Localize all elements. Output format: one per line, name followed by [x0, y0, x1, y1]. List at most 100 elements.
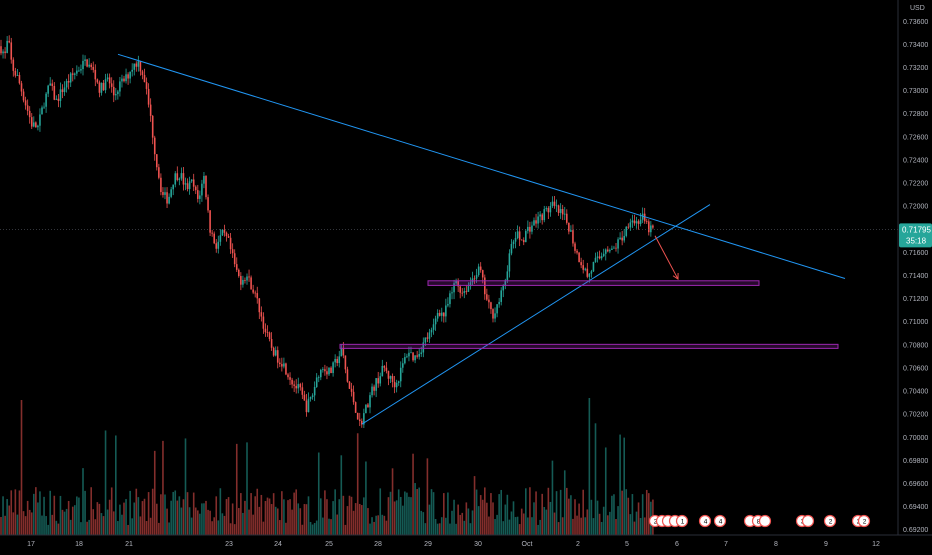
event-markers[interactable]: 214483222	[648, 514, 871, 528]
volume-bar	[494, 519, 496, 535]
price-tick-label[interactable]: 0.72800	[903, 111, 928, 118]
candle-body	[283, 363, 285, 367]
arrow-shaft[interactable]	[654, 235, 679, 280]
candle-body	[504, 280, 507, 286]
volume-bar	[637, 502, 640, 535]
candle-body	[631, 220, 634, 223]
candle-body	[637, 221, 640, 224]
volume-bar	[346, 506, 349, 535]
time-tick-label[interactable]: 8	[774, 541, 778, 548]
economic-event-marker[interactable]	[801, 514, 815, 528]
price-tick-label[interactable]: 0.72200	[903, 181, 928, 188]
time-tick-label[interactable]: 12	[872, 541, 880, 548]
volume-bar	[96, 502, 99, 535]
economic-event-marker[interactable]	[857, 514, 871, 528]
time-tick-label[interactable]: 7	[724, 541, 728, 548]
candle-body	[436, 312, 439, 319]
price-tick-label[interactable]: 0.73000	[903, 88, 928, 95]
price-tick-label[interactable]: 0.72400	[903, 157, 928, 164]
volume-bar	[328, 518, 330, 535]
volume-bar	[135, 488, 138, 535]
volume-bar	[420, 510, 423, 535]
volume-bar	[211, 521, 213, 535]
support-zone[interactable]	[427, 280, 760, 286]
volume-bar	[445, 517, 447, 535]
price-tick-label[interactable]: 0.73200	[903, 65, 928, 72]
drawings[interactable]	[117, 53, 846, 425]
candle-body	[297, 384, 300, 389]
price-tick-label[interactable]: 0.69400	[903, 504, 928, 511]
price-tick-label[interactable]: 0.69800	[903, 458, 928, 465]
candle-body	[428, 332, 431, 339]
price-tick-label[interactable]: 0.71000	[903, 319, 928, 326]
candle-body	[531, 225, 533, 232]
candle-body	[141, 71, 144, 75]
price-tick-label[interactable]: 0.72600	[903, 134, 928, 141]
time-tick-label[interactable]: 30	[474, 541, 482, 548]
volume-bar	[26, 500, 29, 535]
volume-bar	[67, 500, 70, 535]
time-axis-ticks[interactable]: 17 18 21 23 24 25 28 29 30 Oct 2 5 6 7 8 9 12	[27, 541, 880, 548]
volume-bar	[297, 503, 300, 535]
price-tick-label[interactable]: 0.70600	[903, 365, 928, 372]
candle-body	[615, 247, 617, 249]
price-tick-label[interactable]: 0.73400	[903, 42, 928, 49]
time-tick-label[interactable]: 9	[824, 541, 828, 548]
economic-event-marker[interactable]	[698, 514, 712, 528]
price-tick-label[interactable]: 0.72000	[903, 204, 928, 211]
candle-body	[322, 369, 324, 371]
volume-bar	[69, 519, 72, 535]
economic-event-marker[interactable]	[713, 514, 727, 528]
time-tick-label[interactable]: 17	[27, 541, 35, 548]
arrow-head[interactable]	[672, 273, 679, 280]
time-tick-label[interactable]: 5	[625, 541, 629, 548]
candle-body	[143, 74, 146, 83]
time-tick-label[interactable]: Oct	[522, 541, 533, 548]
price-tick-label[interactable]: 0.73600	[903, 19, 928, 26]
candle-body	[520, 239, 523, 241]
candle-body	[340, 347, 343, 357]
candle-body	[199, 195, 201, 199]
trendline[interactable]	[361, 204, 711, 425]
volume-bar	[289, 499, 291, 535]
candle-body	[381, 365, 384, 377]
price-tick-label[interactable]: 0.70800	[903, 342, 928, 349]
candle-body	[18, 75, 21, 84]
time-tick-label[interactable]: 2	[576, 541, 580, 548]
candle-body	[598, 256, 601, 259]
volume-bar	[367, 508, 369, 535]
time-tick-label[interactable]: 21	[125, 541, 133, 548]
time-tick-label[interactable]: 25	[325, 541, 333, 548]
time-tick-label[interactable]: 6	[675, 541, 679, 548]
candle-body	[174, 173, 177, 185]
candle-body	[22, 91, 25, 101]
price-tick-label[interactable]: 0.70000	[903, 435, 928, 442]
candle-body	[578, 252, 580, 263]
economic-event-marker[interactable]	[758, 514, 772, 528]
time-tick-label[interactable]: 18	[75, 541, 83, 548]
volume-bar	[125, 499, 127, 535]
price-tick-label[interactable]: 0.71200	[903, 296, 928, 303]
price-tick-label[interactable]: 0.71600	[903, 250, 928, 257]
price-tick-label[interactable]: 0.69200	[903, 527, 928, 534]
price-tick-label[interactable]: 0.69600	[903, 481, 928, 488]
volume-bar	[63, 511, 66, 535]
economic-event-marker[interactable]	[823, 514, 837, 528]
economic-event-marker[interactable]	[675, 514, 689, 528]
price-tick-label[interactable]: 0.71400	[903, 273, 928, 280]
time-tick-label[interactable]: 24	[274, 541, 282, 548]
volume-bar	[369, 523, 371, 535]
candle-body	[90, 64, 92, 67]
time-tick-label[interactable]: 28	[374, 541, 382, 548]
price-tick-label[interactable]: 0.70400	[903, 389, 928, 396]
support-zone[interactable]	[339, 343, 839, 349]
time-tick-label[interactable]: 29	[424, 541, 432, 548]
price-tick-label[interactable]: 0.70200	[903, 412, 928, 419]
time-tick-label[interactable]: 23	[225, 541, 233, 548]
price-scale-ticks[interactable]: 0.73600 0.73400 0.73200 0.73000 0.72800 0.726…	[903, 19, 928, 534]
price-scale-background	[898, 0, 932, 535]
candle-body	[86, 59, 88, 67]
trendline[interactable]	[117, 53, 846, 279]
